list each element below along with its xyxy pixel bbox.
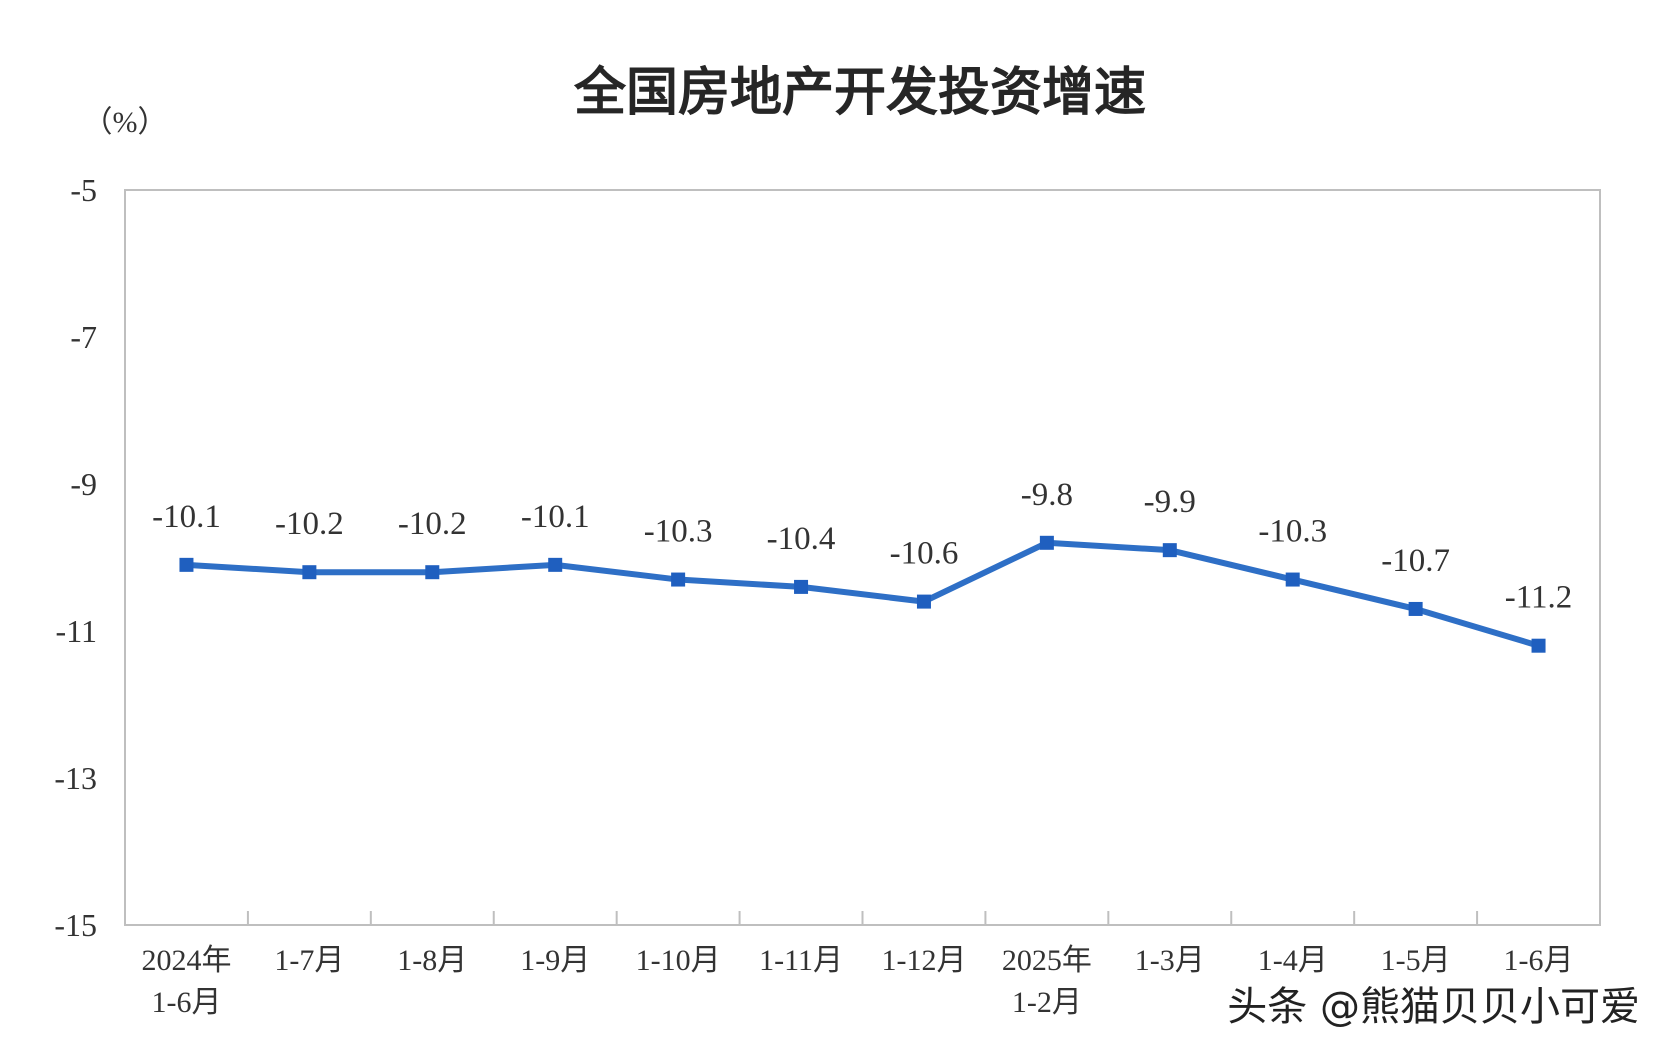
- data-label: -10.7: [1381, 543, 1450, 579]
- x-tick-label: 1-11月: [759, 944, 843, 977]
- x-tick-label: 1-7月: [274, 944, 344, 977]
- x-tick-label: 2024年 1-6月: [141, 944, 231, 1019]
- x-tick-label: 2025年 1-2月: [1002, 944, 1092, 1019]
- x-axis-labels: 2024年 1-6月 1-7月 1-8月 1-9月 1-10月 1-11月 1-12月 2025…: [141, 944, 1573, 1019]
- y-axis-ticks: -5 -7 -9 -11 -13 -15: [54, 172, 97, 943]
- data-labels-group: -10.1 -10.2 -10.2 -10.1 -10.3 -10.4 -10.6 -9.8 -…: [152, 477, 1572, 616]
- data-label: -9.8: [1021, 477, 1073, 513]
- x-tick-label: 1-6月: [1504, 944, 1574, 977]
- data-label: -10.3: [1258, 514, 1327, 550]
- x-tick-label: 1-10月: [636, 944, 721, 977]
- data-label: -10.1: [152, 499, 221, 535]
- data-label: -9.9: [1144, 484, 1196, 520]
- data-point-marker: [1162, 543, 1177, 558]
- x-axis-ticks: [246, 911, 1479, 925]
- data-point-marker: [548, 557, 563, 572]
- data-point-marker: [916, 594, 931, 609]
- data-point-marker: [1408, 601, 1423, 616]
- x-tick-label: 1-9月: [520, 944, 590, 977]
- markers-group: [179, 535, 1546, 653]
- data-label: -10.6: [890, 536, 959, 572]
- data-point-marker: [179, 557, 194, 572]
- data-point-marker: [425, 565, 440, 580]
- data-label: -11.2: [1505, 580, 1573, 616]
- x-tick-label: 1-5月: [1381, 944, 1451, 977]
- y-tick-label: -5: [70, 172, 97, 208]
- x-tick-label: 1-3月: [1135, 944, 1205, 977]
- data-label: -10.4: [767, 521, 836, 557]
- data-point-marker: [671, 572, 686, 587]
- plot-frame: [124, 189, 1601, 926]
- series-group: [183, 539, 1542, 649]
- data-label: -10.3: [644, 514, 713, 550]
- x-tick-label: 1-12月: [881, 944, 966, 977]
- y-tick-label: -13: [54, 760, 97, 796]
- y-tick-label: -11: [56, 613, 97, 649]
- x-tick-label: 1-4月: [1258, 944, 1328, 977]
- x-tick-label: 1-8月: [397, 944, 467, 977]
- series-line: [183, 539, 1542, 649]
- y-tick-label: -9: [70, 466, 97, 502]
- data-point-marker: [1285, 572, 1300, 587]
- data-label: -10.1: [521, 499, 590, 535]
- data-point-marker: [302, 565, 317, 580]
- data-point-marker: [794, 579, 809, 594]
- y-tick-label: -7: [70, 319, 97, 355]
- watermark-text: 头条 @熊猫贝贝小可爱: [1227, 984, 1640, 1030]
- data-label: -10.2: [398, 506, 467, 542]
- data-point-marker: [1531, 638, 1546, 653]
- y-tick-label: -15: [54, 907, 97, 943]
- data-label: -10.2: [275, 506, 344, 542]
- y-unit-label: （%）: [83, 106, 168, 139]
- chart-title: 全国房地产开发投资增速: [573, 63, 1146, 123]
- data-point-marker: [1039, 535, 1054, 550]
